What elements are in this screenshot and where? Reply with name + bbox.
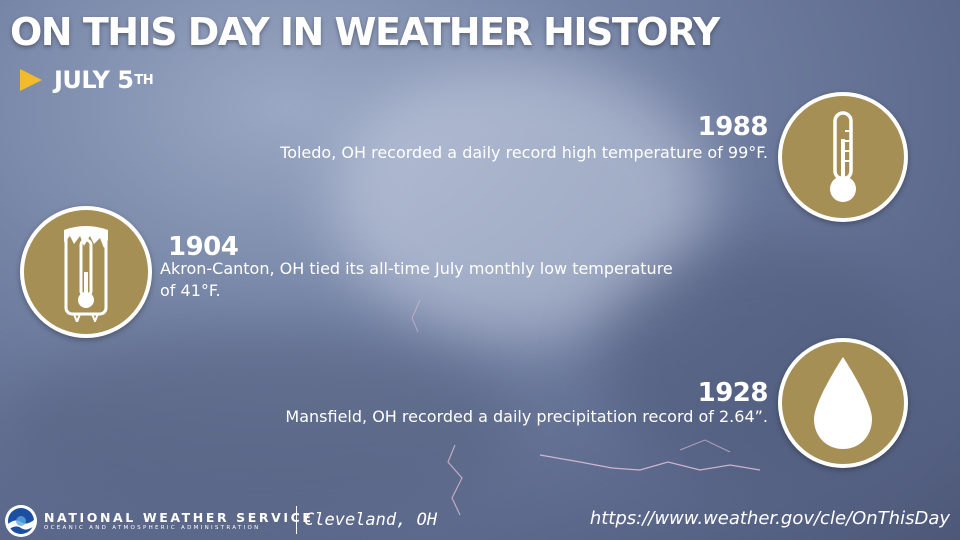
raindrop-icon xyxy=(814,357,872,449)
date-month-day: JULY 5 xyxy=(54,66,134,94)
office-name: Cleveland, OH xyxy=(304,510,438,530)
date-suffix: TH xyxy=(134,72,154,88)
event-1904-year: 1904 xyxy=(168,232,239,262)
event-1988-icon-circle xyxy=(778,92,908,222)
cloud-shadow xyxy=(0,330,520,530)
thermometer-icon xyxy=(830,111,856,202)
event-1928-text: Mansfield, OH recorded a daily precipita… xyxy=(285,407,768,426)
event-1904-text-line1: Akron-Canton, OH tied its all-time July … xyxy=(160,259,673,278)
event-1928-year: 1928 xyxy=(697,378,769,408)
page-title: ON THIS DAY IN WEATHER HISTORY xyxy=(10,10,720,54)
event-1988-year: 1988 xyxy=(697,112,769,142)
play-arrow-icon xyxy=(20,69,42,91)
date-heading: JULY 5 TH xyxy=(20,66,154,94)
noaa-logo-icon xyxy=(5,505,37,537)
event-1988-text: Toledo, OH recorded a daily record high … xyxy=(280,143,768,162)
event-1904-text-line2: of 41°F. xyxy=(160,281,221,300)
nws-agency-sub: OCEANIC AND ATMOSPHERIC ADMINISTRATION xyxy=(44,525,261,531)
nws-agency-name: NATIONAL WEATHER SERVICE xyxy=(44,510,314,525)
event-1904-icon-circle xyxy=(20,206,152,338)
event-1928-icon-circle xyxy=(778,338,908,468)
footer-divider xyxy=(296,506,297,534)
event-1904-text: Akron-Canton, OH tied its all-time July … xyxy=(160,258,673,302)
frozen-thermometer-icon xyxy=(64,226,108,322)
on-this-day-url[interactable]: https://www.weather.gov/cle/OnThisDay xyxy=(589,508,950,529)
